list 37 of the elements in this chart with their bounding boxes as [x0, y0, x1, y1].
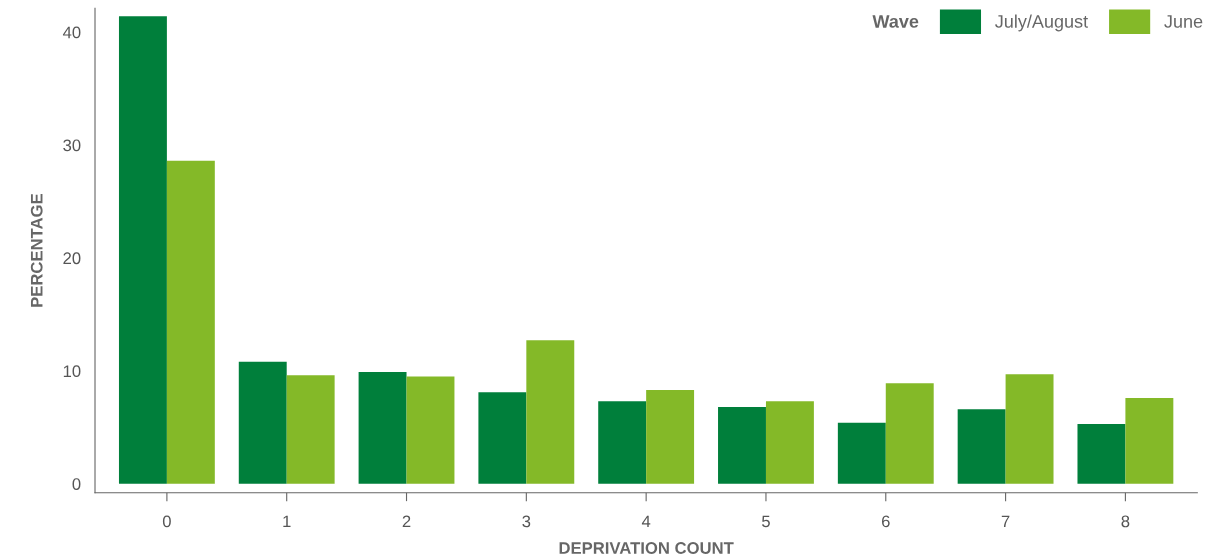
bar: [765, 401, 814, 484]
y-tick-label: 0: [72, 478, 81, 490]
bar: [957, 409, 1006, 484]
x-axis-title: DEPRIVATION COUNT: [559, 542, 734, 554]
x-tick-label: 3: [522, 515, 531, 528]
legend-label: July/August: [995, 14, 1088, 32]
bar: [1125, 397, 1174, 484]
y-tick-label: 30: [63, 139, 81, 152]
bar: [166, 160, 215, 484]
bar: [718, 406, 766, 484]
bar: [598, 401, 647, 484]
bar: [837, 422, 886, 484]
bar: [358, 371, 407, 484]
x-tick-label: 8: [1121, 515, 1130, 528]
bar: [885, 383, 934, 484]
y-tick-label: 10: [63, 365, 81, 378]
y-tick-label: 40: [62, 26, 81, 39]
legend-title: Wave: [872, 15, 919, 28]
bar: [406, 376, 455, 484]
x-tick-label: 6: [881, 515, 890, 528]
y-tick-label: 20: [63, 252, 81, 265]
x-tick-label: 0: [162, 515, 171, 528]
x-tick-label: 2: [402, 515, 411, 528]
bar: [1077, 423, 1126, 484]
bar: [1005, 374, 1054, 484]
bar: [286, 375, 335, 484]
y-axis-title: PERCENTAGE: [30, 193, 43, 307]
x-tick-label: 4: [641, 515, 651, 528]
x-tick-label: 1: [283, 515, 291, 528]
legend-label: June: [1164, 15, 1203, 28]
x-tick-label: 7: [1001, 515, 1010, 528]
x-tick-label: 5: [762, 515, 770, 528]
bar: [646, 390, 695, 484]
bar: [526, 340, 575, 484]
bar: [238, 361, 287, 484]
bar: [118, 16, 167, 484]
bar: [478, 392, 527, 484]
